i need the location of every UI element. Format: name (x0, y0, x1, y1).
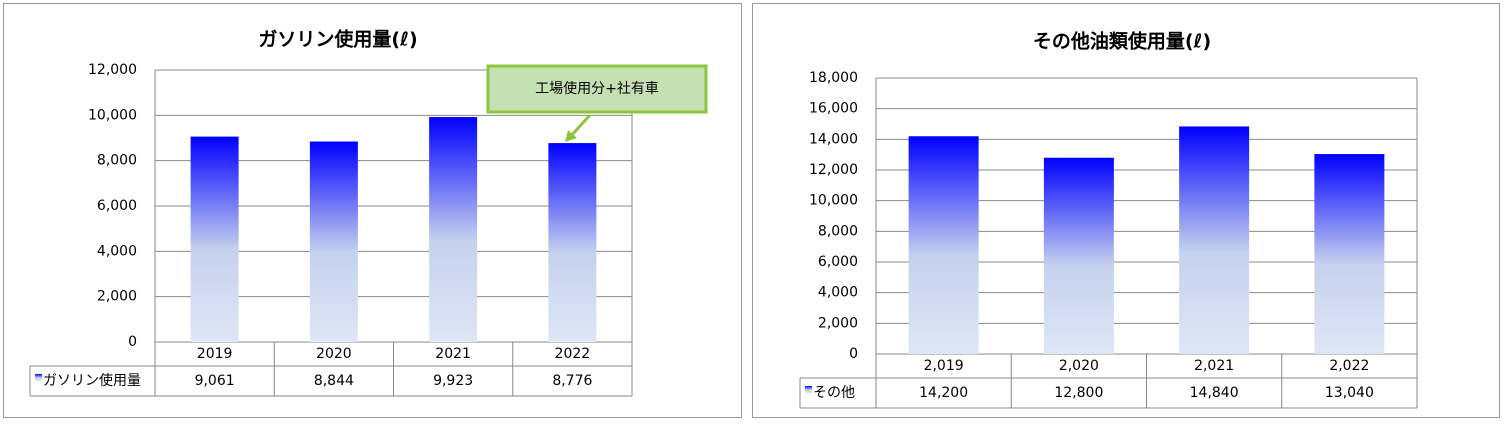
x-tick-label: 2,022 (1329, 358, 1369, 374)
annotation-arrowhead (565, 130, 577, 142)
y-tick-label: 4,000 (97, 243, 137, 259)
value-label: 12,800 (1054, 385, 1103, 401)
y-tick-label: 10,000 (809, 193, 858, 209)
y-tick-label: 10,000 (88, 107, 137, 123)
y-tick-label: 0 (849, 346, 858, 362)
y-tick-label: 4,000 (818, 285, 858, 301)
annotation: 工場使用分+社有車 (535, 80, 659, 97)
x-tick-label: 2019 (197, 346, 233, 362)
y-tick-label: 6,000 (97, 198, 137, 214)
x-tick-label: 2022 (555, 346, 591, 362)
legend-label: ガソリン使用量 (43, 372, 141, 389)
value-label: 8,844 (314, 373, 354, 389)
value-label: 9,923 (433, 373, 473, 389)
chart-title: その他油類使用量(ℓ) (1033, 30, 1211, 53)
bar (429, 117, 478, 342)
bar (908, 136, 979, 354)
value-label: 14,840 (1190, 385, 1239, 401)
x-tick-label: 2,021 (1194, 358, 1234, 374)
value-label: 14,200 (919, 385, 968, 401)
value-label: 13,040 (1325, 385, 1374, 401)
y-tick-label: 12,000 (809, 162, 858, 178)
y-tick-label: 14,000 (809, 131, 858, 147)
y-tick-label: 12,000 (88, 62, 137, 78)
annotation-box (486, 64, 708, 114)
annotation-arrow (568, 113, 592, 139)
bar (548, 143, 597, 342)
x-tick-label: 2021 (435, 346, 471, 362)
bar (190, 136, 239, 342)
x-tick-label: 2,019 (924, 358, 964, 374)
y-tick-label: 2,000 (818, 315, 858, 331)
value-label: 8,776 (552, 373, 592, 389)
bar (1314, 154, 1385, 354)
y-tick-label: 0 (128, 334, 137, 350)
y-tick-label: 8,000 (818, 223, 858, 239)
y-tick-label: 16,000 (809, 101, 858, 117)
y-tick-label: 18,000 (809, 70, 858, 86)
value-label: 9,061 (195, 373, 235, 389)
bar (1043, 157, 1114, 354)
y-tick-label: 8,000 (97, 153, 137, 169)
legend-swatch (805, 386, 812, 393)
legend-swatch (35, 374, 42, 381)
bar (309, 141, 358, 342)
y-tick-label: 2,000 (97, 289, 137, 305)
y-tick-label: 6,000 (818, 254, 858, 270)
chart-title: ガソリン使用量(ℓ) (258, 29, 417, 51)
bar (1179, 126, 1250, 354)
x-tick-label: 2020 (316, 346, 352, 362)
legend-label: その他 (813, 385, 855, 401)
panel (752, 3, 1500, 418)
x-tick-label: 2,020 (1059, 358, 1099, 374)
